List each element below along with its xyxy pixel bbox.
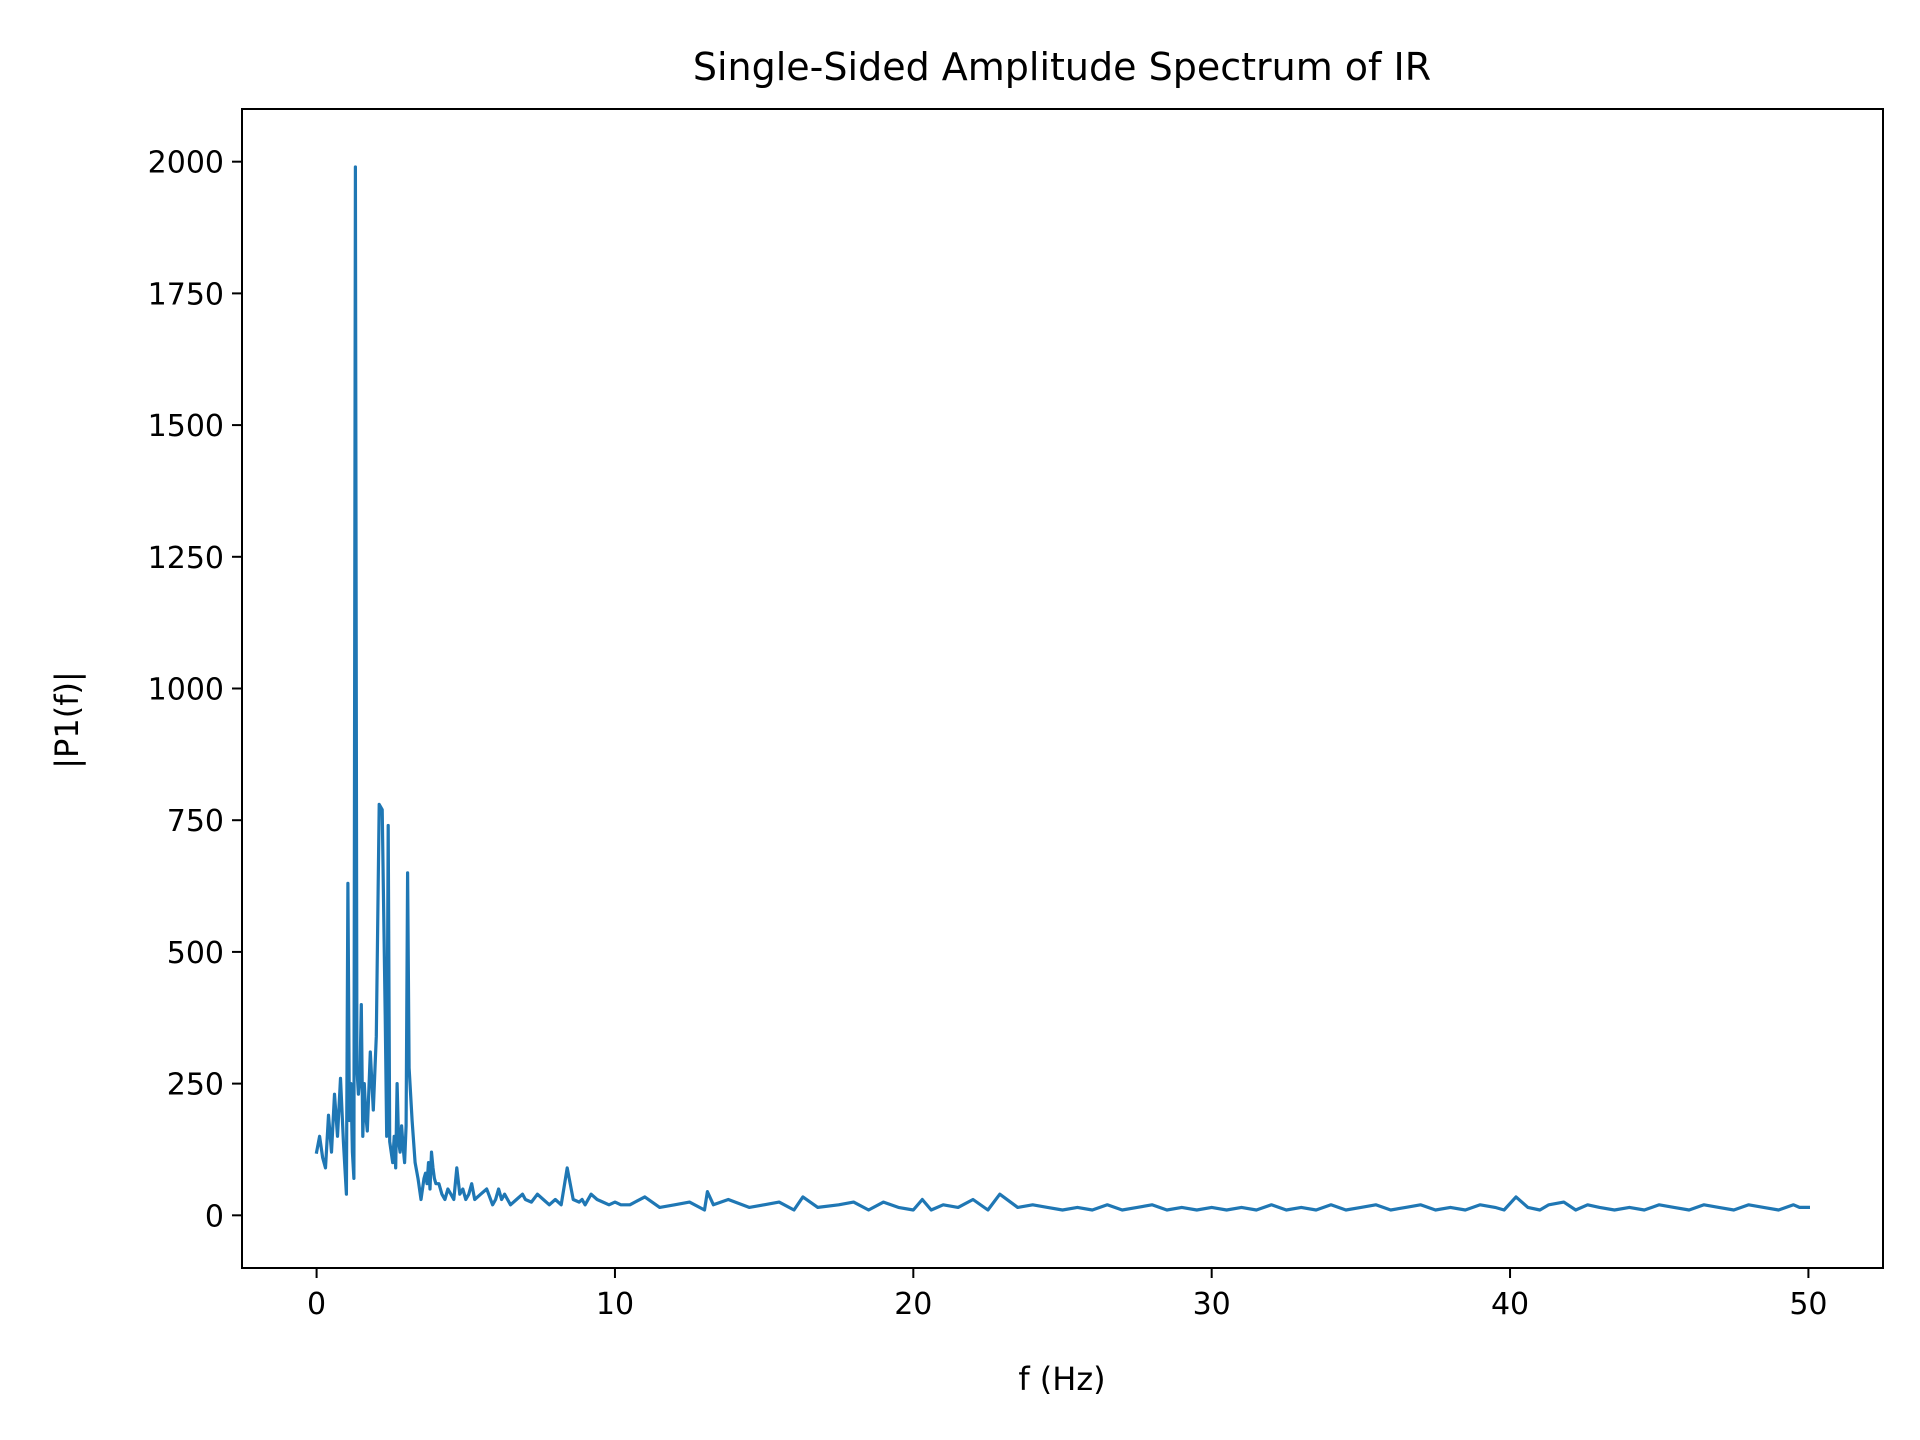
x-tick-label: 50 <box>1789 1287 1827 1322</box>
spectrum-line <box>314 165 1811 1212</box>
y-tick-label: 1000 <box>148 673 224 708</box>
chart-title: Single-Sided Amplitude Spectrum of IR <box>693 45 1431 89</box>
x-axis-label: f (Hz) <box>1018 1360 1105 1398</box>
y-tick-label: 2000 <box>148 146 224 181</box>
x-tick-label: 0 <box>307 1287 326 1322</box>
x-tick-label: 10 <box>596 1287 634 1322</box>
x-tick-label: 40 <box>1491 1287 1529 1322</box>
y-tick-label: 750 <box>167 804 224 839</box>
x-tick-label: 20 <box>894 1287 932 1322</box>
plot-area <box>314 165 1811 1212</box>
y-tick-label: 1250 <box>148 541 224 576</box>
y-tick-label: 250 <box>167 1068 224 1103</box>
y-axis-ticks: 0 250 500 750 1000 1250 1500 1750 2000 <box>148 146 242 1234</box>
y-tick-label: 0 <box>205 1199 224 1234</box>
y-axis-label: |P1(f)| <box>48 671 86 768</box>
y-tick-label: 1750 <box>148 277 224 312</box>
axes-frame <box>241 108 1884 1269</box>
x-axis-ticks: 0 10 20 30 40 50 <box>307 1268 1828 1322</box>
y-tick-label: 500 <box>167 936 224 971</box>
x-tick-label: 30 <box>1193 1287 1231 1322</box>
y-tick-label: 1500 <box>148 409 224 444</box>
